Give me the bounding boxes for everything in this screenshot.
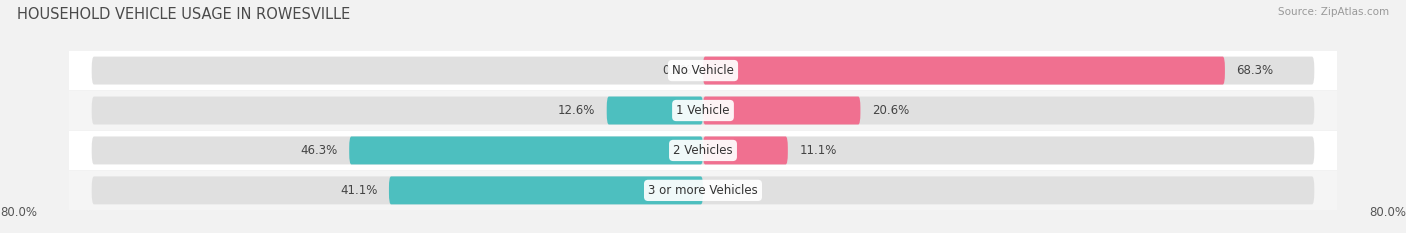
FancyBboxPatch shape xyxy=(69,91,1337,130)
Text: No Vehicle: No Vehicle xyxy=(672,64,734,77)
FancyBboxPatch shape xyxy=(69,51,1337,90)
FancyBboxPatch shape xyxy=(91,176,1315,204)
Text: 2 Vehicles: 2 Vehicles xyxy=(673,144,733,157)
FancyBboxPatch shape xyxy=(349,137,703,164)
Text: 80.0%: 80.0% xyxy=(0,206,37,219)
FancyBboxPatch shape xyxy=(703,57,1225,85)
FancyBboxPatch shape xyxy=(91,57,1315,85)
Text: 68.3%: 68.3% xyxy=(1236,64,1274,77)
Text: 12.6%: 12.6% xyxy=(558,104,595,117)
FancyBboxPatch shape xyxy=(69,131,1337,170)
Text: 3 or more Vehicles: 3 or more Vehicles xyxy=(648,184,758,197)
FancyBboxPatch shape xyxy=(703,137,787,164)
FancyBboxPatch shape xyxy=(389,176,703,204)
Text: 0.0%: 0.0% xyxy=(662,64,692,77)
Text: 41.1%: 41.1% xyxy=(340,184,377,197)
Text: 46.3%: 46.3% xyxy=(301,144,337,157)
FancyBboxPatch shape xyxy=(69,171,1337,209)
Text: 1 Vehicle: 1 Vehicle xyxy=(676,104,730,117)
FancyBboxPatch shape xyxy=(703,96,860,124)
Text: 80.0%: 80.0% xyxy=(1369,206,1406,219)
Text: 11.1%: 11.1% xyxy=(799,144,837,157)
FancyBboxPatch shape xyxy=(607,96,703,124)
FancyBboxPatch shape xyxy=(91,96,1315,124)
Text: Source: ZipAtlas.com: Source: ZipAtlas.com xyxy=(1278,7,1389,17)
Text: 0.0%: 0.0% xyxy=(714,184,744,197)
Text: 20.6%: 20.6% xyxy=(872,104,910,117)
Text: HOUSEHOLD VEHICLE USAGE IN ROWESVILLE: HOUSEHOLD VEHICLE USAGE IN ROWESVILLE xyxy=(17,7,350,22)
FancyBboxPatch shape xyxy=(91,137,1315,164)
